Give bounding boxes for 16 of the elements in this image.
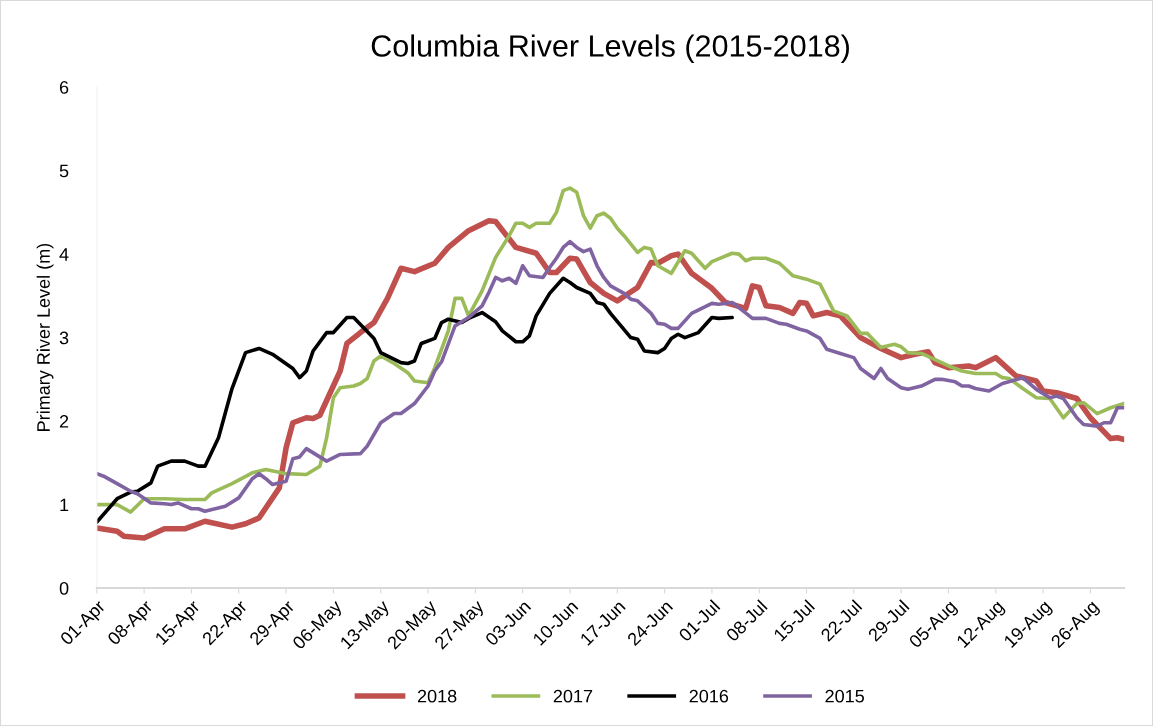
legend-label: 2018 [417, 689, 457, 703]
line-series [96, 186, 1125, 514]
y-tick-label: 3 [59, 331, 69, 345]
y-tick-label: 4 [59, 248, 69, 261]
legend-label: 2016 [689, 689, 729, 703]
legend-label: 2015 [825, 689, 864, 703]
y-tick-label: 6 [59, 81, 69, 94]
y-tick-label: 5 [59, 164, 69, 178]
y-tick-label: 1 [60, 498, 69, 512]
chart-title: Columbia River Levels (2015-2018) [371, 34, 849, 63]
line-series [96, 239, 1125, 514]
line-series [96, 276, 734, 524]
y-axis-title: Primary River Level (m) [36, 243, 54, 431]
y-tick-label: 2 [59, 415, 69, 428]
legend-label: 2017 [553, 689, 593, 703]
y-tick-label: 0 [59, 581, 69, 595]
